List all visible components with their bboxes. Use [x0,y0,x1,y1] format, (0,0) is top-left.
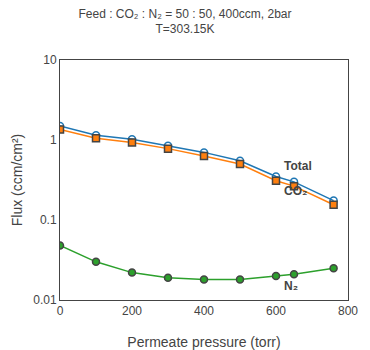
svg-text:200: 200 [122,304,142,318]
svg-text:0.1: 0.1 [40,213,57,227]
svg-text:CO₂: CO₂ [284,184,307,198]
svg-text:0: 0 [57,304,64,318]
svg-text:Permeate pressure (torr): Permeate pressure (torr) [127,334,280,350]
svg-text:10: 10 [43,53,57,67]
svg-text:0.01: 0.01 [33,293,57,307]
svg-text:400: 400 [194,304,214,318]
svg-text:N₂: N₂ [284,279,298,293]
svg-text:1: 1 [50,133,57,147]
svg-text:Feed : CO₂ : N₂ = 50 : 50, 400: Feed : CO₂ : N₂ = 50 : 50, 400ccm, 2barT… [78,7,291,37]
svg-text:800: 800 [338,304,358,318]
svg-text:Total: Total [284,159,312,173]
svg-text:Flux (ccm/cm²): Flux (ccm/cm²) [9,134,25,227]
svg-text:600: 600 [266,304,286,318]
